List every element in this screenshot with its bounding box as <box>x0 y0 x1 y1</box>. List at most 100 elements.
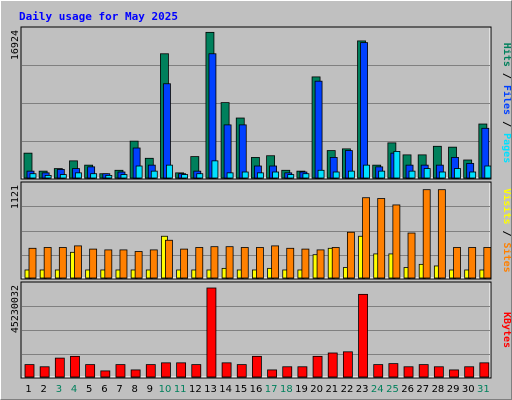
kbytes-bar <box>54 357 65 378</box>
day-label: 20 <box>310 384 323 395</box>
pages-bar <box>241 171 249 179</box>
day-label: 2 <box>41 384 47 395</box>
kbytes-bar <box>267 369 277 378</box>
pages-bar <box>196 173 204 179</box>
sites-bar <box>149 249 158 279</box>
pages-bar <box>75 172 82 179</box>
pages-bar <box>29 173 37 179</box>
day-label: 25 <box>386 384 399 395</box>
kbytes-bar <box>282 366 293 378</box>
kbytes-bar <box>433 366 444 378</box>
legend-label: Hits / Files / Pages <box>501 43 511 163</box>
kbytes-bar <box>100 370 111 378</box>
sites-bar <box>483 247 492 279</box>
day-label: 13 <box>204 384 217 395</box>
legend-label: KBytes <box>501 312 511 348</box>
pages-bar <box>454 168 461 179</box>
kbytes-bar <box>236 364 247 378</box>
pages-bar <box>317 169 325 179</box>
y-max-label: 45230032 <box>10 285 21 333</box>
kbytes-bar <box>464 366 475 378</box>
kbytes-bar <box>418 364 429 378</box>
sites-bar <box>422 189 431 279</box>
kbytes-bar <box>130 369 141 378</box>
kbytes-bar <box>449 369 459 378</box>
day-label: 14 <box>219 384 232 395</box>
pages-bar <box>378 170 386 179</box>
sites-bar <box>28 247 37 279</box>
sites-bar <box>134 251 143 279</box>
files-bar <box>360 42 368 179</box>
sites-bar <box>240 247 249 279</box>
kbytes-bar <box>297 366 308 378</box>
sites-bar <box>225 246 234 279</box>
day-label: 17 <box>265 384 278 395</box>
day-label: 6 <box>101 384 107 395</box>
files-bar <box>208 53 217 179</box>
pages-bar <box>272 171 279 179</box>
kbytes-bar <box>206 287 217 378</box>
kbytes-bar <box>24 364 35 378</box>
sites-bar <box>256 247 264 279</box>
files-bar <box>163 83 171 179</box>
day-label: 9 <box>147 384 153 395</box>
kbytes-bar <box>85 364 96 378</box>
pages-bar <box>59 174 67 179</box>
day-label: 10 <box>159 384 172 395</box>
day-label: 26 <box>401 384 414 395</box>
day-label: 15 <box>234 384 247 395</box>
sites-bar <box>437 189 446 279</box>
pages-bar <box>332 171 340 179</box>
pages-bar <box>423 168 431 179</box>
day-label: 23 <box>356 384 369 395</box>
sites-bar <box>271 245 279 279</box>
pages-bar <box>135 165 143 179</box>
sites-bar <box>316 249 325 279</box>
day-label: 22 <box>341 384 354 395</box>
sites-bar <box>119 249 128 279</box>
sites-bar <box>468 247 477 279</box>
day-label: 7 <box>116 384 122 395</box>
sites-bar <box>104 249 113 279</box>
kbytes-bar <box>145 364 156 378</box>
panel-0 <box>20 26 492 180</box>
pages-bar <box>257 172 264 179</box>
pages-bar <box>150 170 158 179</box>
kbytes-bar <box>358 293 368 378</box>
day-label: 28 <box>432 384 445 395</box>
sites-bar <box>301 248 310 279</box>
y-max-label: 1121 <box>10 185 21 209</box>
files-bar <box>314 80 323 179</box>
files-bar <box>223 124 232 179</box>
sites-bar <box>346 231 355 279</box>
pages-bar <box>302 173 310 179</box>
pages-bar <box>408 170 416 179</box>
sites-bar <box>74 245 82 279</box>
pages-bar <box>347 170 355 179</box>
sites-bar <box>195 247 204 279</box>
day-label: 24 <box>371 384 384 395</box>
day-label: 27 <box>416 384 429 395</box>
kbytes-bar <box>373 364 384 378</box>
pages-bar <box>363 164 370 179</box>
pages-bar <box>181 174 189 179</box>
sites-bar <box>165 239 173 279</box>
day-label: 12 <box>189 384 202 395</box>
kbytes-bar <box>327 352 338 378</box>
pages-bar <box>226 172 234 179</box>
pages-bar <box>484 165 492 179</box>
files-bar <box>238 124 247 179</box>
kbytes-bar <box>70 355 80 378</box>
pages-bar <box>120 174 128 179</box>
sites-bar <box>286 247 295 279</box>
panel-2 <box>20 281 492 379</box>
day-label: 1 <box>25 384 31 395</box>
kbytes-bar <box>115 364 126 378</box>
kbytes-bar <box>176 362 187 378</box>
pages-bar <box>105 175 113 179</box>
kbytes-bar <box>388 363 399 378</box>
kbytes-bar <box>342 351 353 378</box>
pages-bar <box>438 171 446 179</box>
kbytes-bar <box>312 355 323 378</box>
legend-label: Visits / Sites <box>501 188 511 272</box>
